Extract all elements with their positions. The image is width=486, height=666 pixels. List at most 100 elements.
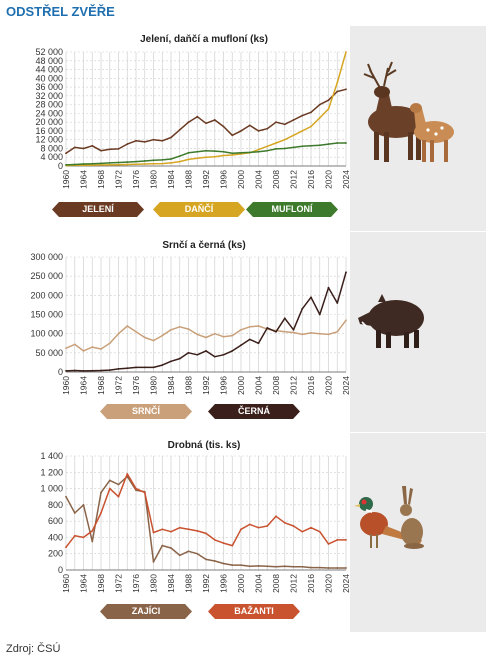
data-point-cerna bbox=[222, 353, 225, 356]
data-point-cerna bbox=[310, 296, 312, 299]
data-point-bazanti bbox=[222, 542, 225, 545]
x-tick-label: 2008 bbox=[271, 574, 281, 593]
data-point-danci bbox=[345, 51, 347, 53]
data-point-mufloni bbox=[196, 150, 199, 153]
data-point-bazanti bbox=[126, 473, 129, 475]
x-tick-label: 1976 bbox=[131, 170, 141, 189]
data-point-srnci bbox=[205, 336, 207, 339]
data-point-jeleni bbox=[336, 90, 339, 93]
data-point-danci bbox=[213, 155, 216, 158]
data-point-zajici bbox=[345, 567, 347, 569]
y-tick-label: 0 bbox=[58, 367, 63, 377]
x-tick-label: 1996 bbox=[219, 376, 229, 395]
y-tick-label: 8 000 bbox=[40, 143, 63, 153]
legend-cerna: ČERNÁ bbox=[208, 404, 300, 419]
data-point-srnci bbox=[170, 328, 172, 331]
data-point-cerna bbox=[82, 369, 85, 372]
data-point-cerna bbox=[178, 357, 181, 360]
x-tick-label: 1984 bbox=[166, 574, 176, 593]
y-tick-label: 16 000 bbox=[35, 126, 63, 136]
data-point-zajici bbox=[283, 565, 286, 568]
data-point-mufloni bbox=[126, 161, 129, 163]
data-point-jeleni bbox=[170, 136, 172, 139]
data-point-jeleni bbox=[152, 138, 155, 141]
data-point-jeleni bbox=[248, 124, 251, 127]
x-tick-label: 1972 bbox=[114, 170, 124, 189]
y-tick-label: 52 000 bbox=[35, 47, 63, 57]
data-point-jeleni bbox=[275, 121, 277, 124]
data-point-danci bbox=[231, 154, 234, 156]
y-tick-label: 400 bbox=[48, 532, 63, 542]
data-point-cerna bbox=[292, 328, 295, 331]
data-point-danci bbox=[275, 142, 277, 144]
data-point-zajici bbox=[161, 544, 164, 547]
data-point-jeleni bbox=[65, 152, 67, 155]
data-point-srnci bbox=[310, 332, 312, 334]
data-point-srnci bbox=[231, 334, 234, 337]
data-point-mufloni bbox=[135, 160, 137, 163]
x-tick-label: 1988 bbox=[184, 170, 194, 189]
data-point-zajici bbox=[310, 566, 312, 569]
data-point-bazanti bbox=[318, 530, 321, 533]
data-point-zajici bbox=[292, 565, 295, 568]
y-tick-label: 28 000 bbox=[35, 100, 63, 110]
chart-title-small-game: Drobná (tis. ks) bbox=[167, 440, 241, 451]
data-point-mufloni bbox=[170, 158, 172, 160]
panel-divider bbox=[350, 231, 486, 232]
x-tick-label: 2024 bbox=[341, 574, 351, 593]
y-tick-label: 48 000 bbox=[35, 56, 63, 66]
data-point-jeleni bbox=[82, 147, 85, 150]
x-tick-label: 2016 bbox=[306, 574, 316, 593]
x-tick-label: 1980 bbox=[149, 170, 159, 189]
data-point-jeleni bbox=[283, 123, 286, 126]
data-point-srnci bbox=[196, 333, 199, 336]
data-point-zajici bbox=[117, 483, 120, 486]
data-point-mufloni bbox=[187, 151, 190, 154]
data-point-jeleni bbox=[310, 111, 312, 114]
data-point-cerna bbox=[248, 338, 251, 341]
data-point-danci bbox=[143, 163, 146, 165]
data-point-zajici bbox=[178, 554, 181, 557]
data-point-jeleni bbox=[196, 115, 199, 118]
y-tick-label: 32 000 bbox=[35, 91, 63, 101]
data-point-zajici bbox=[100, 491, 102, 494]
x-tick-label: 2020 bbox=[324, 376, 334, 395]
data-point-cerna bbox=[117, 368, 120, 370]
data-point-bazanti bbox=[82, 536, 85, 539]
x-tick-label: 1964 bbox=[79, 574, 89, 593]
data-point-cerna bbox=[345, 271, 347, 274]
x-tick-label: 1996 bbox=[219, 170, 229, 189]
data-point-srnci bbox=[108, 342, 111, 345]
data-point-bazanti bbox=[275, 515, 277, 518]
data-point-mufloni bbox=[73, 163, 76, 166]
data-point-bazanti bbox=[117, 495, 120, 498]
x-tick-label: 2012 bbox=[289, 376, 299, 395]
data-point-srnci bbox=[100, 348, 102, 350]
data-point-zajici bbox=[257, 565, 260, 567]
data-point-bazanti bbox=[336, 538, 339, 541]
data-point-bazanti bbox=[283, 521, 286, 524]
data-point-srnci bbox=[222, 335, 225, 338]
y-tick-label: 0 bbox=[58, 161, 63, 171]
chart-title-roe-boar: Srnčí a černá (ks) bbox=[162, 240, 246, 251]
data-point-mufloni bbox=[65, 164, 67, 166]
data-point-danci bbox=[135, 163, 137, 166]
legend-mufloni: MUFLONÍ bbox=[246, 202, 338, 217]
data-point-jeleni bbox=[100, 149, 102, 152]
x-tick-label: 1992 bbox=[201, 574, 211, 593]
x-tick-label: 1992 bbox=[201, 170, 211, 189]
x-tick-label: 2004 bbox=[254, 170, 264, 189]
x-tick-label: 1992 bbox=[201, 376, 211, 395]
data-point-mufloni bbox=[336, 142, 339, 144]
data-point-danci bbox=[126, 163, 129, 166]
y-tick-label: 250 000 bbox=[30, 271, 63, 281]
data-point-jeleni bbox=[143, 140, 146, 143]
data-point-danci bbox=[100, 164, 102, 166]
y-tick-label: 50 000 bbox=[35, 348, 63, 358]
x-tick-label: 2012 bbox=[289, 170, 299, 189]
data-point-mufloni bbox=[327, 143, 330, 145]
data-point-bazanti bbox=[301, 530, 304, 533]
data-point-danci bbox=[222, 154, 225, 157]
data-point-bazanti bbox=[257, 526, 260, 529]
y-tick-label: 600 bbox=[48, 516, 63, 526]
